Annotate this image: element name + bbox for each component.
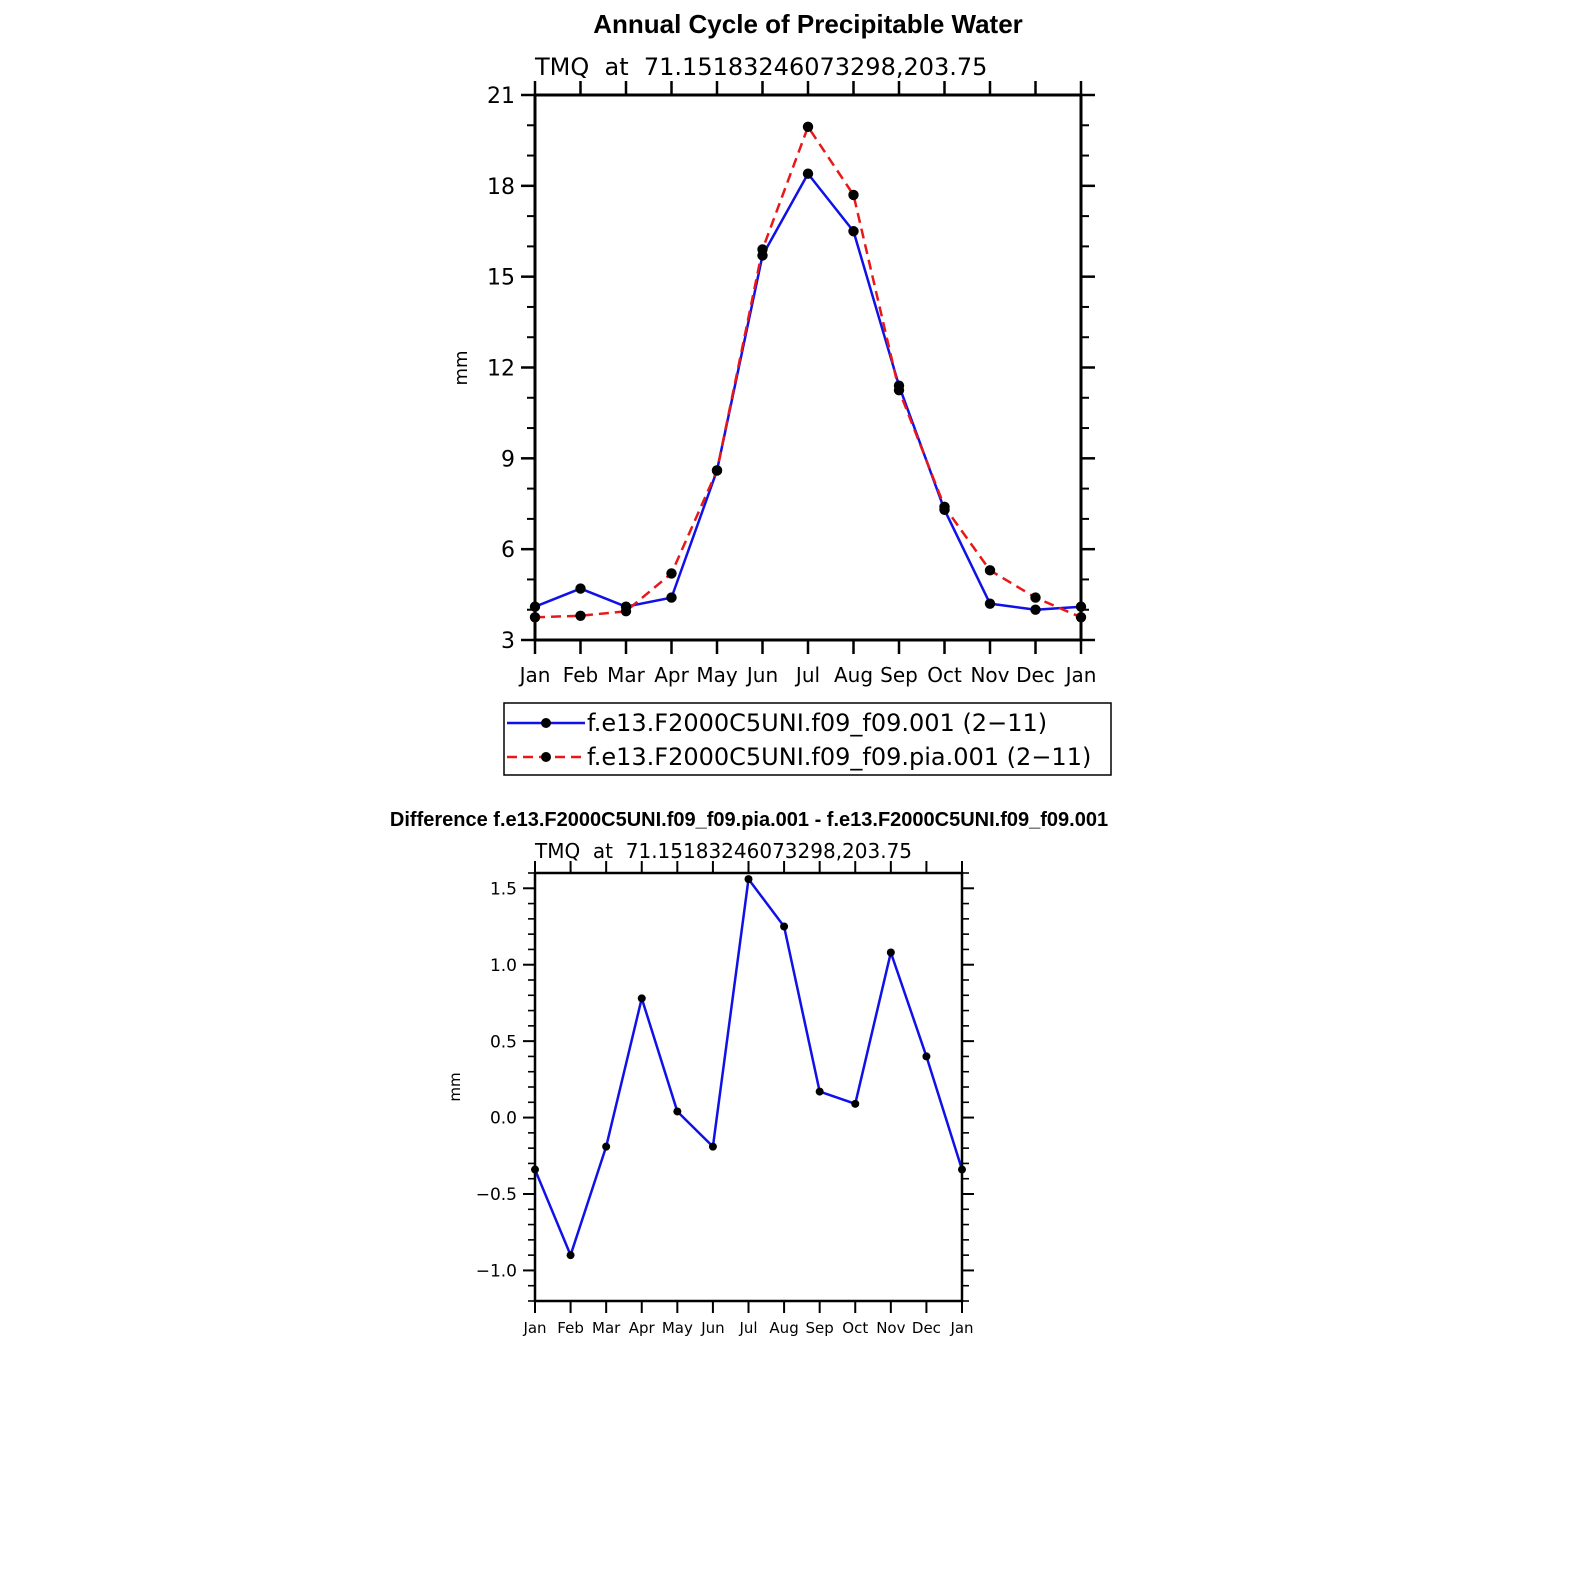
difference-xtick-labels: Jan Feb Mar Apr May Jun Jul Aug Sep Oct Nov Dec Jan (522, 1319, 973, 1337)
annual-cycle-xtick-labels: Jan Feb Mar Apr May Jun Jul Aug Sep Oct Nov Dec Jan (518, 663, 1097, 687)
series-marker (922, 1052, 931, 1061)
xtick-label: Dec (1016, 663, 1055, 687)
ytick-label: 18 (487, 175, 515, 200)
annual-cycle-frame (533, 93, 1083, 642)
annual-cycle-title: Annual Cycle of Precipitable Water (593, 9, 1023, 39)
xtick-label: Jan (522, 1319, 546, 1337)
annual-cycle-plot-area (529, 121, 1087, 623)
xtick-label: Jan (1064, 663, 1097, 687)
difference-ticks (523, 861, 974, 1313)
xtick-label: Apr (654, 663, 689, 687)
xtick-label: Oct (927, 663, 962, 687)
series-marker (939, 501, 950, 512)
ytick-label: 9 (501, 447, 515, 472)
series-marker (780, 922, 789, 931)
xtick-label: Nov (970, 663, 1009, 687)
legend-box (503, 702, 1112, 776)
xtick-label: Aug (834, 663, 873, 687)
ytick-label: 0.5 (490, 1032, 517, 1052)
series-line (534, 125, 1082, 619)
series-marker (848, 189, 859, 201)
annual-cycle-ylabel: mm (451, 350, 472, 385)
difference-ylabel: mm (446, 1072, 464, 1101)
difference-frame (533, 871, 964, 1303)
legend-label-model-a: f.e13.F2000C5UNI.f09_f09.001 (2−11) (587, 709, 1047, 737)
series-marker (802, 168, 814, 179)
series-marker (1030, 592, 1041, 603)
difference-chart: Difference f.e13.F2000C5UNI.f09_f09.pia.… (390, 809, 1108, 1337)
ytick-label: 21 (487, 84, 515, 109)
series-line (534, 172, 1082, 611)
ytick-label: −0.5 (476, 1185, 517, 1205)
series-line (533, 877, 964, 1257)
series-marker (666, 568, 677, 579)
xtick-label: Jun (700, 1319, 724, 1337)
series-marker (886, 948, 895, 957)
legend-marker-model-a (541, 718, 551, 728)
xtick-label: Feb (563, 663, 598, 687)
series-marker (575, 583, 586, 594)
xtick-label: Feb (557, 1319, 584, 1337)
series-marker (757, 244, 768, 255)
ytick-label: 15 (487, 266, 515, 291)
xtick-label: Apr (629, 1319, 656, 1337)
legend-entry-model-a: f.e13.F2000C5UNI.f09_f09.001 (2−11) (507, 709, 1047, 737)
series-marker (711, 465, 723, 476)
series-marker (673, 1107, 682, 1116)
xtick-label: Aug (769, 1319, 798, 1337)
legend-label-model-b: f.e13.F2000C5UNI.f09_f09.pia.001 (2−11) (587, 743, 1091, 771)
xtick-label: Jan (949, 1319, 973, 1337)
xtick-label: Oct (842, 1319, 868, 1337)
difference-title: Difference f.e13.F2000C5UNI.f09_f09.pia.… (390, 809, 1108, 831)
annual-cycle-ytick-labels: 3 6 9 12 15 18 21 (487, 84, 515, 654)
legend-marker-model-b (541, 752, 551, 762)
annual-cycle-ticks (521, 81, 1095, 654)
ytick-label: 3 (501, 629, 515, 654)
xtick-label: Mar (592, 1319, 621, 1337)
ytick-label: 1.0 (490, 956, 517, 976)
xtick-label: Jul (794, 663, 820, 687)
series-marker (708, 1142, 717, 1151)
series-marker (566, 1251, 575, 1260)
ytick-label: 6 (501, 538, 515, 563)
xtick-label: May (662, 1319, 693, 1337)
ytick-label: 1.5 (490, 879, 517, 899)
series-marker (802, 121, 814, 132)
xtick-label: Sep (806, 1319, 834, 1337)
series-marker (893, 385, 905, 396)
legend: f.e13.F2000C5UNI.f09_f09.001 (2−11) f.e1… (503, 702, 1112, 776)
xtick-label: Sep (880, 663, 918, 687)
legend-entry-model-b: f.e13.F2000C5UNI.f09_f09.pia.001 (2−11) (507, 743, 1091, 771)
ytick-label: 0.0 (490, 1109, 517, 1129)
difference-subtitle: TMQ at 71.15183246073298,203.75 (534, 839, 912, 863)
series-marker (984, 565, 996, 576)
xtick-label: Jun (745, 663, 778, 687)
series-marker (637, 994, 646, 1003)
series-marker (666, 592, 677, 603)
series-marker (984, 598, 996, 609)
series-marker (744, 875, 753, 884)
xtick-label: May (696, 663, 738, 687)
annual-cycle-chart: Annual Cycle of Precipitable Water TMQ a… (451, 9, 1096, 687)
series-marker (602, 1142, 611, 1151)
difference-plot-area (531, 875, 966, 1260)
series-marker (848, 226, 859, 237)
difference-ytick-labels: −1.0 −0.5 0.0 0.5 1.0 1.5 (476, 879, 517, 1281)
xtick-label: Jul (738, 1319, 757, 1337)
ytick-label: 12 (487, 356, 515, 381)
xtick-label: Mar (607, 663, 646, 687)
ytick-label: −1.0 (476, 1262, 517, 1282)
series-marker (815, 1087, 824, 1096)
series-marker (851, 1099, 860, 1108)
series-marker (575, 610, 586, 621)
xtick-label: Dec (912, 1319, 941, 1337)
xtick-label: Jan (518, 663, 551, 687)
xtick-label: Nov (876, 1319, 905, 1337)
series-marker (620, 606, 632, 617)
series-marker (1030, 604, 1041, 615)
annual-cycle-subtitle: TMQ at 71.15183246073298,203.75 (534, 53, 987, 81)
